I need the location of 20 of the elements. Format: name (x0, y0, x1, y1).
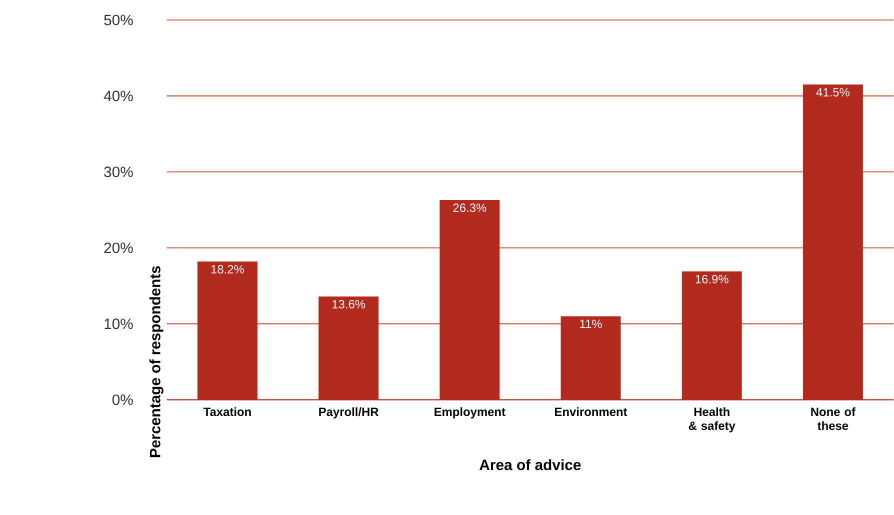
x-tick-label: Taxation (203, 407, 251, 416)
data-label: 11% (580, 320, 602, 328)
data-label: 41.5% (816, 88, 850, 97)
x-tick-label: Environment (555, 407, 628, 416)
y-tick-label: 40% (104, 90, 133, 102)
y-tick-label: 10% (104, 318, 133, 330)
data-label: 18.2% (211, 265, 244, 274)
x-axis-title: Area of advice (480, 459, 581, 470)
y-tick-label: 50% (104, 14, 133, 26)
x-tick-label: Health & safety (688, 407, 736, 433)
y-tick-label: 30% (104, 166, 133, 178)
x-tick-label: Employment (434, 407, 506, 419)
y-tick-label: 20% (104, 242, 133, 254)
y-tick-label: 0% (112, 394, 133, 406)
data-label: 16.9% (696, 275, 728, 284)
data-label: 13.6% (332, 300, 366, 309)
y-axis-title: Percentage of respondents (149, 266, 164, 458)
data-label: 26.3% (453, 204, 486, 212)
x-tick-label: Payroll/HR (319, 407, 379, 419)
x-tick-label: None of these (811, 407, 856, 430)
